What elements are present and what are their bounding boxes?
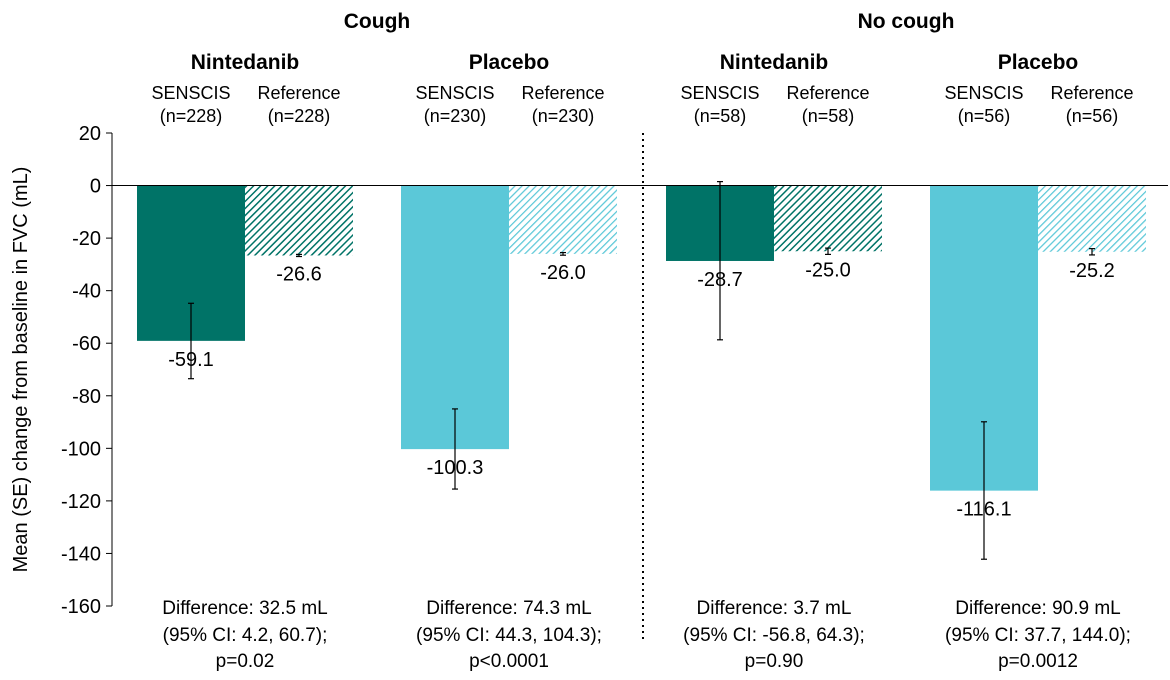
panel-label: No cough bbox=[858, 10, 955, 33]
difference-annotation: p=0.02 bbox=[216, 651, 275, 672]
bar-category-label: SENSCIS bbox=[680, 83, 759, 103]
difference-annotation: p=0.0012 bbox=[998, 651, 1078, 672]
bar-value-label: -116.1 bbox=[956, 499, 1011, 521]
group-label: Placebo bbox=[469, 51, 550, 74]
y-tick-label: -40 bbox=[72, 281, 101, 303]
bar-placebo-reference bbox=[1038, 185, 1146, 252]
difference-annotation: (95% CI: 37.7, 144.0); bbox=[945, 625, 1131, 646]
bar-placebo-senscis bbox=[401, 185, 509, 450]
y-tick-label: -80 bbox=[72, 386, 101, 408]
y-tick-label: -100 bbox=[61, 438, 101, 460]
bar-value-label: -25.2 bbox=[1069, 260, 1115, 282]
bar-nintedanib-reference bbox=[245, 185, 353, 256]
label-layer: Cough Nintedanib SENSCIS (n=228) -59.1 Refere… bbox=[151, 10, 1133, 672]
bar-n-label: (n=230) bbox=[532, 106, 595, 126]
bar-value-label: -26.6 bbox=[276, 263, 322, 285]
bar-category-label: Reference bbox=[786, 83, 869, 103]
bar-value-label: -100.3 bbox=[427, 457, 484, 479]
difference-annotation: Difference: 3.7 mL bbox=[697, 598, 852, 619]
y-axis-title: Mean (SE) change from baseline in FVC (m… bbox=[10, 167, 32, 573]
bar-n-label: (n=58) bbox=[694, 106, 747, 126]
bar-n-label: (n=228) bbox=[160, 106, 223, 126]
y-tick-label: 20 bbox=[79, 123, 101, 145]
y-tick-label: -160 bbox=[61, 596, 101, 618]
difference-annotation: (95% CI: 4.2, 60.7); bbox=[163, 625, 328, 646]
bar-n-label: (n=228) bbox=[268, 106, 331, 126]
bar-category-label: SENSCIS bbox=[944, 83, 1023, 103]
bar-n-label: (n=56) bbox=[958, 106, 1011, 126]
panel-label: Cough bbox=[344, 10, 410, 33]
y-tick-label: -20 bbox=[72, 228, 101, 250]
bar-layer bbox=[112, 181, 1168, 560]
difference-annotation: Difference: 90.9 mL bbox=[955, 598, 1120, 619]
group-label: Nintedanib bbox=[720, 51, 829, 74]
difference-annotation: p=0.90 bbox=[745, 651, 804, 672]
group-label: Nintedanib bbox=[191, 51, 300, 74]
bar-placebo-reference bbox=[509, 185, 617, 254]
bar-value-label: -25.0 bbox=[805, 259, 851, 281]
difference-annotation: (95% CI: -56.8, 64.3); bbox=[683, 625, 865, 646]
bar-n-label: (n=230) bbox=[424, 106, 487, 126]
bar-n-label: (n=58) bbox=[802, 106, 855, 126]
difference-annotation: p<0.0001 bbox=[469, 651, 549, 672]
bar-n-label: (n=56) bbox=[1066, 106, 1119, 126]
difference-annotation: (95% CI: 44.3, 104.3); bbox=[416, 625, 602, 646]
group-label: Placebo bbox=[998, 51, 1079, 74]
difference-annotation: Difference: 32.5 mL bbox=[162, 598, 327, 619]
y-tick-label: -140 bbox=[61, 543, 101, 565]
axis-layer: 20 0 -20 -40 -60 -80 -100 -120 -140 -160 Mean (SE)… bbox=[10, 123, 644, 640]
bar-value-label: -26.0 bbox=[540, 262, 586, 284]
bar-nintedanib-reference bbox=[774, 185, 882, 252]
bar-category-label: SENSCIS bbox=[151, 83, 230, 103]
y-tick-label: -60 bbox=[72, 333, 101, 355]
bar-category-label: Reference bbox=[521, 83, 604, 103]
y-tick-label: -120 bbox=[61, 491, 101, 513]
bar-category-label: Reference bbox=[257, 83, 340, 103]
y-tick-label: 0 bbox=[90, 176, 101, 198]
bar-value-label: -59.1 bbox=[168, 349, 214, 371]
difference-annotation: Difference: 74.3 mL bbox=[426, 598, 591, 619]
bar-category-label: SENSCIS bbox=[415, 83, 494, 103]
bar-value-label: -28.7 bbox=[697, 269, 743, 291]
bar-category-label: Reference bbox=[1050, 83, 1133, 103]
